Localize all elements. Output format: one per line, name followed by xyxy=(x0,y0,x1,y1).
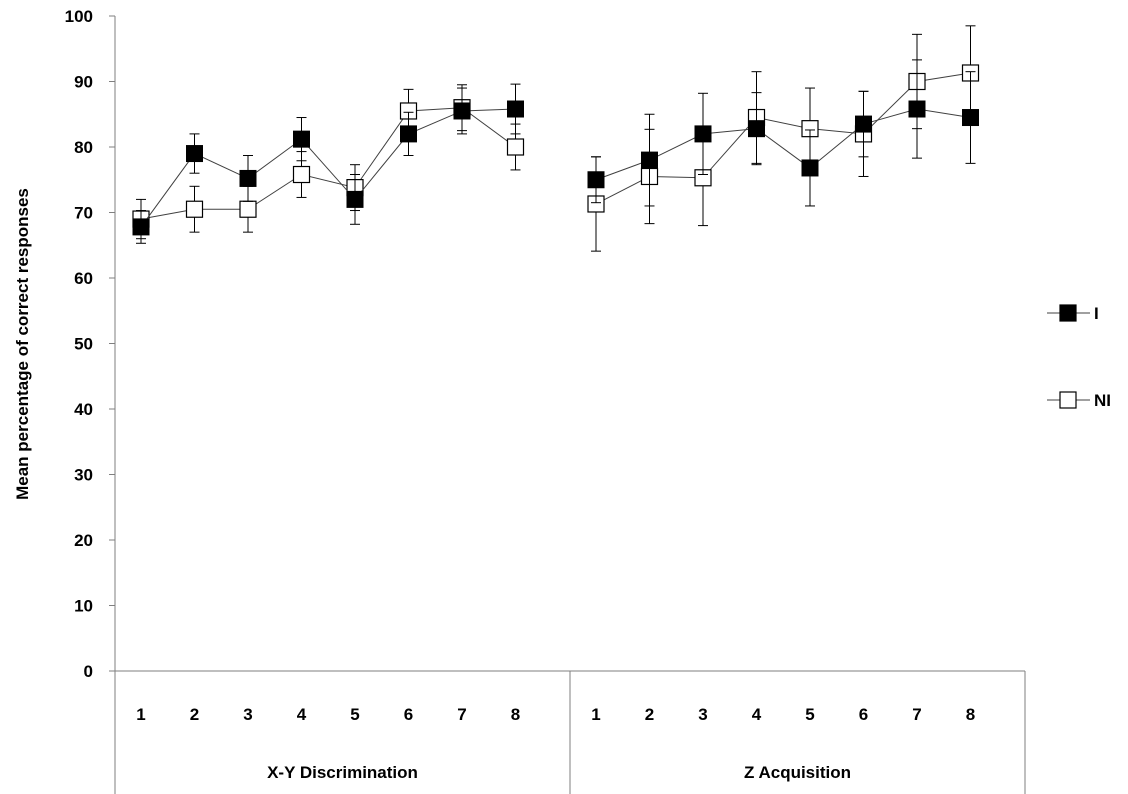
x-tick-label: 5 xyxy=(805,705,814,724)
y-tick-label: 90 xyxy=(74,73,93,92)
x-tick-label: 8 xyxy=(511,705,520,724)
y-tick-label: 10 xyxy=(74,597,93,616)
x-tick-label: 3 xyxy=(698,705,707,724)
data-point-i xyxy=(453,102,471,120)
x-tick-label: 1 xyxy=(136,705,145,724)
y-tick-label: 40 xyxy=(74,400,93,419)
data-point-ni xyxy=(292,165,311,184)
x-tick-label: 8 xyxy=(966,705,975,724)
y-tick-label: 20 xyxy=(74,531,93,550)
y-tick-label: 60 xyxy=(74,269,93,288)
y-tick-label: 80 xyxy=(74,138,93,157)
legend-marker xyxy=(1059,304,1077,322)
data-point-i xyxy=(346,190,364,208)
data-point-i xyxy=(694,125,712,143)
y-tick-label: 0 xyxy=(84,662,93,681)
data-point-i xyxy=(855,115,872,133)
y-tick-label: 30 xyxy=(74,466,93,485)
data-point-i xyxy=(587,171,605,189)
legend: I NI xyxy=(1047,304,1111,410)
data-point-i xyxy=(908,100,926,118)
data-point-i xyxy=(801,159,819,177)
data-point-i xyxy=(962,109,979,127)
data-point-ni xyxy=(185,200,204,218)
data-point-i xyxy=(239,169,257,187)
series-line-ni xyxy=(140,107,516,220)
x-tick-label: 2 xyxy=(645,705,654,724)
series-line-ni xyxy=(595,72,971,205)
data-point-i xyxy=(748,120,765,138)
legend-label: NI xyxy=(1094,391,1111,410)
x-tick-label: 5 xyxy=(350,705,359,724)
y-tick-label: 70 xyxy=(74,204,93,223)
x-tick-label: 7 xyxy=(912,705,921,724)
x-tick-label: 6 xyxy=(859,705,868,724)
data-point-i xyxy=(400,125,417,143)
legend-marker xyxy=(1059,391,1077,409)
x-tick-label: 6 xyxy=(404,705,413,724)
series-line-i xyxy=(140,108,516,228)
x-tick-label: 4 xyxy=(297,705,307,724)
y-axis-title: Mean percentage of correct responses xyxy=(13,188,32,500)
group-label: X-Y Discrimination xyxy=(267,763,418,782)
series-line-i xyxy=(595,108,971,181)
data-point-ni xyxy=(239,200,257,218)
data-point-i xyxy=(132,218,150,236)
data-point-i xyxy=(186,145,203,163)
x-tick-label: 3 xyxy=(243,705,252,724)
legend-label: I xyxy=(1094,304,1099,323)
x-tick-label: 7 xyxy=(457,705,466,724)
data-point-i xyxy=(293,130,310,148)
data-point-i xyxy=(507,100,524,118)
group-label: Z Acquisition xyxy=(744,763,851,782)
x-tick-label: 1 xyxy=(591,705,600,724)
data-point-i xyxy=(641,151,658,169)
y-tick-label: 50 xyxy=(74,335,93,354)
x-tick-label: 4 xyxy=(752,705,762,724)
plot-area: 0 10 20 30 40 50 60 70 80 90 100 1 2 3 4 5 6 7 8 X-Y Discri… xyxy=(65,7,1026,794)
x-tick-label: 2 xyxy=(190,705,199,724)
data-point-ni xyxy=(506,138,525,156)
y-tick-label: 100 xyxy=(65,7,93,26)
